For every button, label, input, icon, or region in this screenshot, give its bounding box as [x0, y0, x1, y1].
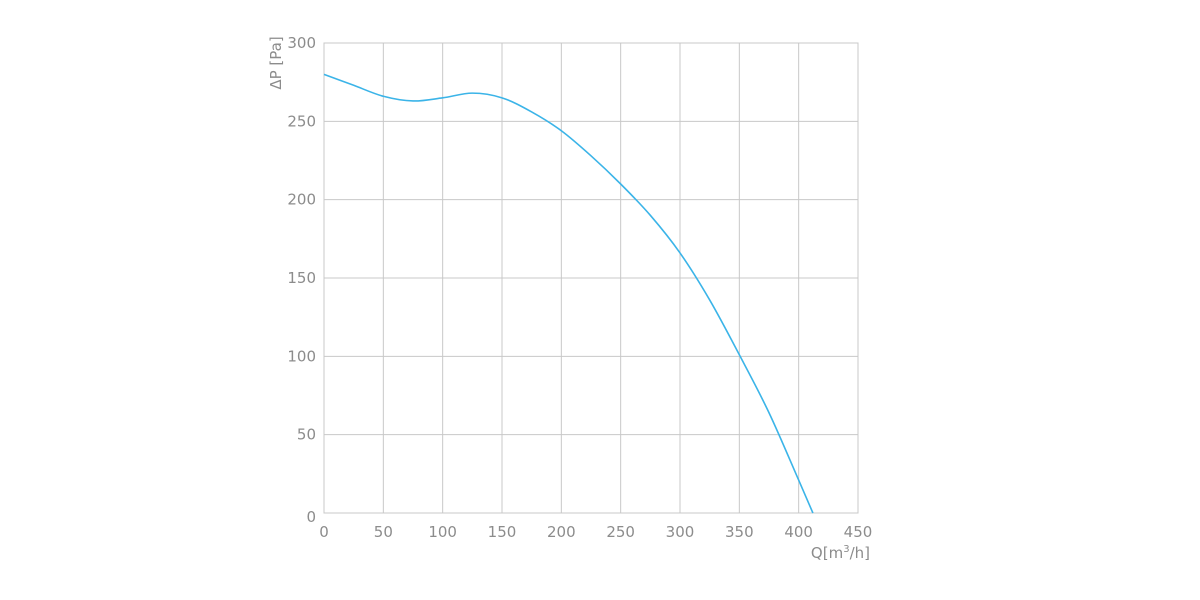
x-tick-label: 150 [488, 523, 517, 541]
y-tick-label: 50 [297, 426, 316, 444]
y-axis-label: ΔP [Pa] [267, 36, 285, 89]
x-axis-label-tail: /h] [850, 544, 870, 562]
y-tick-label: 250 [287, 112, 316, 130]
y-tick-label: 150 [287, 269, 316, 287]
x-tick-label: 400 [784, 523, 813, 541]
x-tick-label: 200 [547, 523, 576, 541]
y-tick-label: 300 [287, 34, 316, 52]
x-tick-label: 250 [606, 523, 635, 541]
x-axis-label: Q[m3/h] [811, 544, 870, 562]
y-tick-label: 0 [306, 508, 316, 526]
x-axis-label-sup: 3 [843, 544, 849, 555]
x-tick-label: 50 [374, 523, 393, 541]
ticks: 0 50 100 150 200 250 300 350 400 450 0 50 100 150 200 2… [287, 34, 872, 541]
x-tick-label: 100 [428, 523, 457, 541]
y-tick-label: 200 [287, 191, 316, 209]
x-axis-label-main: Q[m [811, 544, 843, 562]
x-tick-label: 350 [725, 523, 754, 541]
x-tick-label: 300 [666, 523, 695, 541]
grid [323, 42, 859, 514]
plot-frame [323, 42, 859, 514]
x-tick-label: 450 [844, 523, 873, 541]
series-line [323, 73, 814, 514]
y-tick-label: 100 [287, 347, 316, 365]
x-tick-label: 0 [319, 523, 329, 541]
